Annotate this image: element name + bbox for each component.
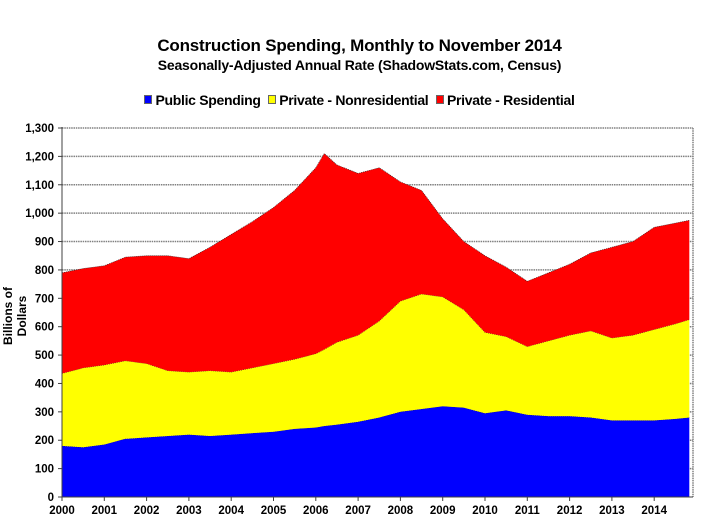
axes — [58, 127, 693, 501]
legend-label-public: Public Spending — [155, 91, 261, 108]
x-tick-label: 2009 — [430, 505, 456, 517]
x-tick-label: 2010 — [472, 505, 498, 517]
legend-item-nonresidential: Private - Nonresidential — [268, 91, 429, 108]
x-tick-label: 2008 — [388, 505, 414, 517]
x-tick-label: 2000 — [49, 505, 75, 517]
y-tick-label: 1,000 — [25, 208, 54, 220]
legend-swatch-public — [144, 95, 153, 104]
x-tick-label: 2002 — [134, 505, 160, 517]
legend-item-public: Public Spending — [144, 91, 261, 108]
x-tick-label: 2004 — [218, 505, 244, 517]
x-tick-label: 2014 — [641, 505, 667, 517]
y-tick-label: 900 — [35, 237, 54, 249]
x-tick-label: 2011 — [515, 505, 541, 517]
legend-swatch-residential — [436, 95, 444, 104]
y-tick-label: 200 — [35, 435, 54, 447]
y-tick-label: 100 — [35, 464, 54, 476]
y-tick-label: 500 — [35, 350, 54, 362]
y-tick-label: 1,300 — [25, 123, 54, 135]
x-tick-label: 2006 — [303, 505, 329, 517]
x-tick-label: 2012 — [557, 505, 583, 517]
y-tick-label: 600 — [35, 322, 54, 334]
x-tick-label: 2005 — [261, 505, 287, 517]
y-tick-label: 0 — [48, 492, 54, 504]
area-private-residential-edge — [61, 153, 690, 282]
y-tick-label: 1,200 — [25, 151, 54, 163]
area-series — [61, 153, 690, 497]
x-tick-label: 2007 — [345, 505, 371, 517]
legend-swatch-nonresidential — [268, 95, 277, 104]
chart-title: Construction Spending, Monthly to Novemb… — [157, 36, 562, 55]
chart-subtitle: Seasonally-Adjusted Annual Rate (ShadowS… — [157, 57, 562, 73]
legend-label-nonresidential: Private - Nonresidential — [279, 91, 429, 108]
y-tick-labels: 0 100 200 300 400 500 600 700 800 900 1,000 1,100 1,… — [25, 123, 54, 504]
area-public-spending — [62, 406, 690, 497]
x-tick-label: 2013 — [599, 505, 625, 517]
area-private-residential — [62, 153, 690, 374]
y-tick-label: 400 — [35, 378, 54, 390]
y-tick-label: 1,100 — [25, 180, 54, 192]
legend-label-residential: Private - Residential — [447, 91, 575, 108]
y-tick-label: 800 — [35, 265, 54, 277]
y-tick-label: 700 — [35, 293, 54, 305]
legend-item-residential: Private - Residential — [436, 92, 575, 108]
area-private-nonresidential — [62, 294, 690, 448]
y-tick-label: 300 — [35, 407, 54, 419]
x-tick-label: 2001 — [92, 505, 118, 517]
x-tick-labels: 2000 2001 2002 2003 2004 2005 2006 2007 2008 2009… — [49, 505, 667, 517]
legend: Public Spending Private - Nonresidential… — [0, 91, 719, 108]
x-tick-label: 2003 — [176, 505, 202, 517]
